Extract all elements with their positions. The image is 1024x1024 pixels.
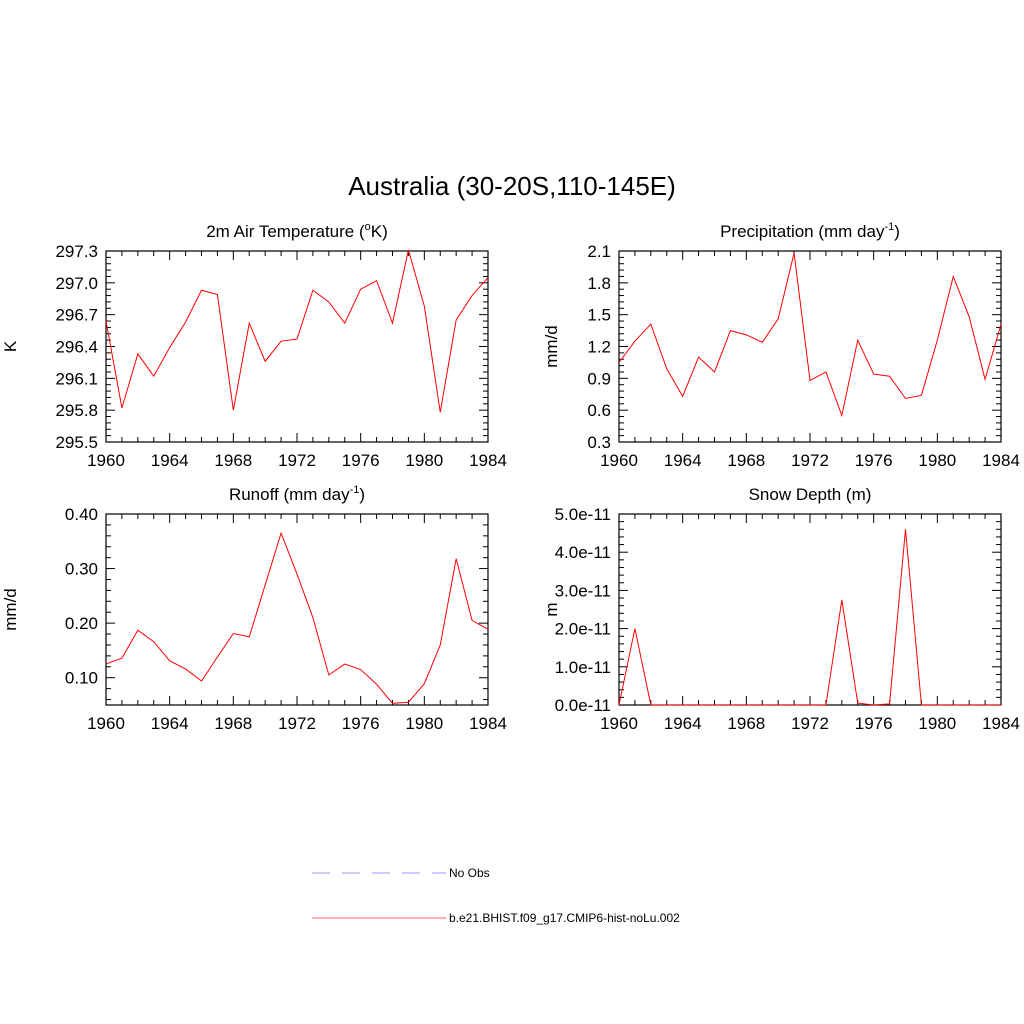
y-tick-label: 0.9 [587, 369, 611, 388]
panel-runoff: Runoff (mm day-1) mm/d 1960 1964 1968 1972 197… [1, 484, 507, 733]
x-tick-label: 1964 [664, 714, 702, 733]
x-tick-label: 1976 [855, 714, 893, 733]
x-tick-label: 1960 [600, 451, 638, 470]
y-tick-label: 296.7 [55, 306, 98, 325]
x-tick-label: 1984 [469, 714, 507, 733]
y-tick-label: 0.10 [65, 669, 98, 688]
series-line [618, 529, 1001, 706]
x-tick-label: 1980 [918, 451, 956, 470]
x-tick-label: 1984 [982, 451, 1020, 470]
y-tick-label: 1.2 [587, 338, 611, 357]
y-axis-label: mm/d [1, 588, 20, 631]
y-axis-label: K [1, 340, 20, 352]
series-line [105, 249, 489, 413]
y-tick-label: 297.0 [55, 274, 98, 293]
x-tick-label: 1980 [405, 451, 443, 470]
y-tick-label: 297.3 [55, 242, 98, 261]
x-tick-label: 1972 [791, 714, 829, 733]
panel-title: Runoff (mm day-1) [229, 484, 365, 504]
y-tick-label: 0.6 [587, 401, 611, 420]
x-tick-label: 1980 [405, 714, 443, 733]
x-tick-label: 1980 [918, 714, 956, 733]
x-tick-label: 1964 [151, 451, 189, 470]
panel-title: Snow Depth (m) [749, 485, 872, 504]
x-tick-label: 1968 [727, 714, 765, 733]
y-tick-label: 0.3 [587, 433, 611, 452]
y-tick-label: 1.5 [587, 306, 611, 325]
y-tick-label: 5.0e-11 [555, 505, 611, 524]
x-tick-label: 1976 [855, 451, 893, 470]
y-tick-label: 2.0e-11 [555, 620, 611, 639]
x-tick-label: 1964 [664, 451, 702, 470]
y-tick-label: 296.1 [55, 369, 98, 388]
y-tick-label: 4.0e-11 [555, 543, 611, 562]
legend-label-model-run: b.e21.BHIST.f09_g17.CMIP6-hist-noLu.002 [449, 911, 680, 925]
x-tick-label: 1968 [727, 451, 765, 470]
x-tick-label: 1960 [87, 451, 125, 470]
y-tick-label: 0.20 [65, 614, 98, 633]
panel-title: 2m Air Temperature (oK) [206, 221, 388, 241]
y-tick-label: 2.1 [587, 242, 611, 261]
y-tick-label: 295.5 [55, 433, 98, 452]
series-line [618, 253, 1002, 418]
plot-frame [618, 513, 1002, 706]
x-tick-label: 1972 [278, 714, 316, 733]
x-tick-label: 1976 [342, 714, 380, 733]
plot-frame [105, 513, 489, 706]
legend-label-no-obs: No Obs [449, 866, 490, 880]
y-tick-label: 0.0e-11 [555, 696, 611, 715]
x-tick-label: 1960 [600, 714, 638, 733]
y-tick-label: 0.30 [65, 560, 98, 579]
panels: 2m Air Temperature (oK) K 1960 1964 1968 1972… [1, 221, 1020, 733]
panel-snow-depth: Snow Depth (m) m 1960 1964 1968 1972 1976 1980 1… [542, 485, 1020, 733]
x-tick-label: 1972 [791, 451, 829, 470]
panel-temperature: 2m Air Temperature (oK) K 1960 1964 1968 1972… [1, 221, 507, 470]
x-tick-label: 1964 [151, 714, 189, 733]
x-tick-label: 1972 [278, 451, 316, 470]
series-line [105, 531, 489, 704]
plot-frame [618, 250, 1002, 443]
x-tick-label: 1984 [982, 714, 1020, 733]
y-tick-label: 1.0e-11 [555, 658, 611, 677]
legend: No Obs b.e21.BHIST.f09_g17.CMIP6-hist-no… [312, 866, 680, 925]
x-tick-label: 1960 [87, 714, 125, 733]
y-tick-label: 0.40 [65, 505, 98, 524]
y-tick-label: 295.8 [55, 401, 98, 420]
y-tick-label: 3.0e-11 [555, 581, 611, 600]
y-tick-label: 296.4 [55, 338, 98, 357]
x-tick-label: 1976 [342, 451, 380, 470]
panel-precipitation: Precipitation (mm day-1) mm/d 1960 1964 1968… [542, 221, 1020, 470]
y-axis-label: m [542, 602, 561, 616]
x-tick-label: 1984 [469, 451, 507, 470]
y-axis-label: mm/d [542, 325, 561, 368]
figure-title: Australia (30-20S,110-145E) [348, 171, 676, 201]
y-tick-label: 1.8 [587, 274, 611, 293]
panel-title: Precipitation (mm day-1) [720, 221, 900, 241]
x-tick-label: 1968 [214, 714, 252, 733]
x-tick-label: 1968 [214, 451, 252, 470]
